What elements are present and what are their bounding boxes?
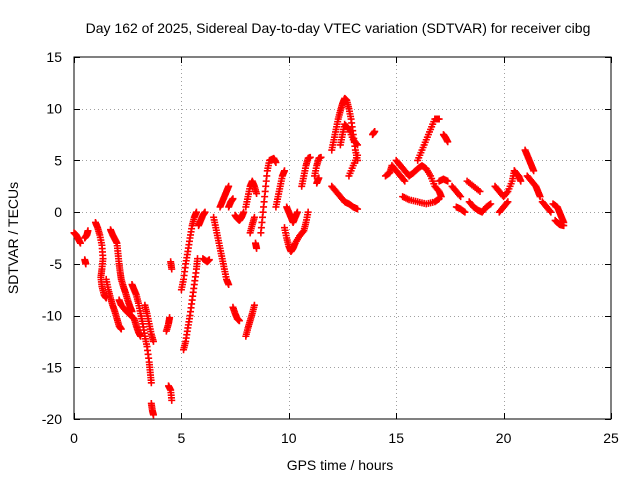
- data-point: [517, 177, 525, 185]
- data-point: [317, 153, 325, 161]
- x-tick-label: 10: [281, 430, 297, 446]
- data-point: [253, 190, 261, 198]
- data-point: [503, 189, 511, 197]
- data-point: [547, 208, 555, 216]
- data-point: [315, 174, 323, 182]
- y-tick-label: -10: [42, 308, 62, 324]
- x-axis: 0 5 10 15 20 25: [70, 57, 619, 446]
- data-point: [444, 177, 452, 185]
- data-point: [166, 314, 174, 322]
- data-point: [149, 337, 157, 345]
- y-tick-label: 5: [54, 152, 62, 168]
- data-point: [354, 141, 362, 149]
- y-tick-label: -5: [50, 256, 63, 272]
- data-point: [476, 187, 484, 195]
- data-point: [84, 227, 92, 235]
- data-point: [456, 191, 464, 199]
- data-point: [344, 124, 352, 132]
- data-point: [250, 301, 258, 309]
- data-point: [306, 153, 314, 161]
- data-point: [192, 208, 200, 216]
- data-point: [503, 199, 511, 207]
- data-point: [225, 281, 233, 289]
- data-point: [560, 222, 568, 230]
- data-points: [70, 94, 568, 419]
- x-tick-label: 0: [70, 430, 78, 446]
- data-point: [82, 260, 90, 268]
- y-tick-label: 10: [46, 101, 62, 117]
- x-tick-label: 20: [496, 430, 512, 446]
- data-point: [435, 115, 443, 123]
- data-point: [444, 138, 452, 146]
- data-point: [205, 256, 213, 264]
- data-point: [504, 198, 512, 206]
- data-point: [117, 325, 125, 333]
- data-point: [272, 158, 280, 166]
- data-point: [250, 213, 258, 221]
- data-point: [354, 205, 362, 213]
- data-point: [461, 208, 469, 216]
- data-point: [147, 379, 155, 387]
- data-point: [546, 207, 554, 215]
- data-point: [168, 265, 176, 273]
- data-point: [76, 239, 84, 247]
- x-tick-label: 5: [178, 430, 186, 446]
- y-tick-label: -15: [42, 359, 62, 375]
- data-point: [352, 140, 360, 148]
- data-point: [229, 195, 237, 203]
- data-point: [435, 195, 443, 203]
- y-tick-label: -20: [42, 411, 62, 427]
- data-point: [168, 396, 176, 404]
- data-point: [235, 317, 243, 325]
- data-point: [401, 177, 409, 185]
- x-axis-label: GPS time / hours: [287, 457, 394, 473]
- data-point: [487, 200, 495, 208]
- data-point: [293, 208, 301, 216]
- data-point: [536, 193, 544, 201]
- y-axis-label: SDTVAR / TECUs: [5, 182, 21, 294]
- y-axis: -20 -15 -10 -5 0 5 10 15: [42, 49, 611, 427]
- data-point: [371, 127, 379, 135]
- data-point: [354, 151, 362, 159]
- x-tick-label: 15: [388, 430, 404, 446]
- data-point: [240, 208, 248, 216]
- data-point: [530, 167, 538, 175]
- data-point: [400, 176, 408, 184]
- data-point: [252, 239, 260, 247]
- data-point: [281, 167, 289, 175]
- chart-title: Day 162 of 2025, Sidereal Day-to-day VTE…: [86, 20, 591, 36]
- data-point: [304, 208, 312, 216]
- plot-frame: [73, 56, 612, 420]
- data-point: [225, 182, 233, 190]
- y-tick-label: 0: [54, 204, 62, 220]
- data-point: [149, 411, 157, 419]
- x-tick-label: 25: [603, 430, 619, 446]
- data-point: [457, 193, 465, 201]
- data-point: [201, 208, 209, 216]
- y-tick-label: 15: [46, 49, 62, 65]
